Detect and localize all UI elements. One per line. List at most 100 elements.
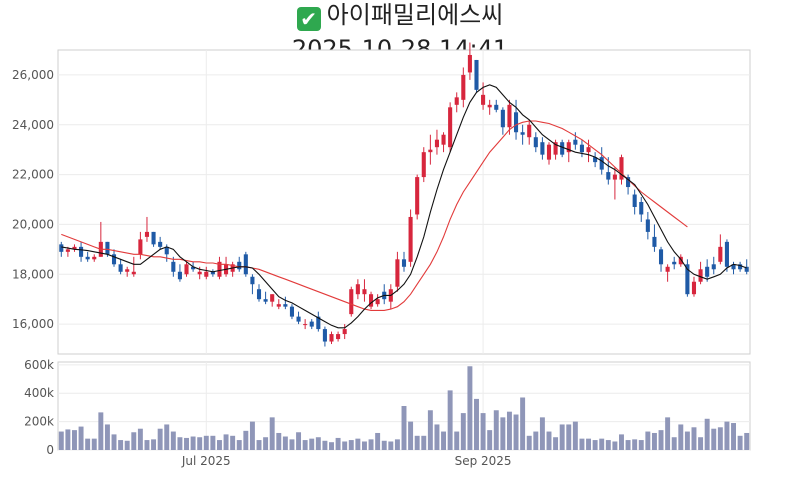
candle-body bbox=[322, 329, 327, 342]
candle-body bbox=[408, 216, 413, 262]
check-icon: ✔ bbox=[296, 7, 321, 31]
volume-bar bbox=[513, 414, 519, 450]
volume-bar bbox=[296, 432, 302, 450]
price-y-tick-label: 20,000 bbox=[12, 217, 54, 231]
candle-body bbox=[599, 157, 604, 170]
volume-bar bbox=[315, 437, 321, 450]
moving-average-short-line bbox=[61, 84, 747, 329]
candle-body bbox=[184, 264, 189, 275]
candle-body bbox=[263, 299, 268, 302]
volume-bar bbox=[329, 442, 334, 450]
candle-body bbox=[573, 139, 578, 145]
volume-bar bbox=[638, 440, 644, 450]
candle-body bbox=[626, 177, 631, 188]
volume-bar bbox=[368, 439, 374, 450]
volume-bar bbox=[533, 431, 539, 450]
volume-bar bbox=[553, 437, 559, 450]
volume-y-tick-label: 200k bbox=[24, 415, 54, 429]
volume-panel: 0 200k 400k 600k Jul 2025 Sep 2025 bbox=[24, 358, 751, 468]
volume-bar bbox=[249, 421, 255, 450]
candle-body bbox=[59, 244, 64, 252]
candle-body bbox=[718, 246, 723, 262]
candle-body bbox=[250, 276, 255, 285]
volume-bar bbox=[137, 428, 143, 450]
candle-body bbox=[270, 294, 275, 302]
company-name: 아이패밀리에스씨 bbox=[326, 1, 504, 29]
volume-bar bbox=[698, 437, 704, 450]
candle-body bbox=[632, 194, 637, 207]
candle-body bbox=[533, 137, 538, 148]
volume-bar bbox=[434, 424, 440, 450]
volume-bar bbox=[164, 424, 170, 450]
candle-body bbox=[316, 316, 321, 330]
candle-body bbox=[303, 324, 308, 326]
volume-bar bbox=[348, 440, 354, 450]
volume-bar bbox=[184, 437, 189, 450]
volume-bar bbox=[717, 427, 723, 450]
volume-bar bbox=[263, 437, 269, 450]
candle-body bbox=[434, 139, 439, 148]
candle-body bbox=[586, 147, 591, 153]
candle-body bbox=[540, 142, 545, 155]
volume-bar bbox=[612, 441, 618, 450]
candle-body bbox=[546, 144, 552, 160]
x-tick-label: Jul 2025 bbox=[181, 454, 231, 468]
volume-bar bbox=[91, 438, 97, 450]
candle-body bbox=[342, 329, 347, 335]
volume-bar bbox=[658, 430, 664, 450]
volume-bar bbox=[269, 417, 275, 450]
candle-body bbox=[705, 266, 710, 277]
candle-body bbox=[448, 107, 453, 148]
price-y-tick-label: 22,000 bbox=[12, 168, 54, 182]
candle-body bbox=[118, 264, 123, 272]
volume-bar bbox=[302, 440, 308, 450]
volume-bar bbox=[487, 430, 493, 450]
candle-body bbox=[237, 261, 242, 270]
volume-bar bbox=[401, 406, 407, 450]
candle-body bbox=[612, 174, 617, 180]
volume-bar bbox=[414, 435, 420, 450]
volume-bar bbox=[85, 438, 91, 450]
volume-bar bbox=[520, 397, 526, 450]
candle-body bbox=[375, 299, 380, 305]
candle-body bbox=[191, 266, 196, 270]
candle-body bbox=[507, 104, 512, 128]
candle-body bbox=[355, 284, 360, 295]
volume-bar bbox=[361, 441, 367, 450]
candle-body bbox=[672, 261, 677, 265]
volume-bar bbox=[282, 436, 288, 450]
volume-bar bbox=[111, 434, 117, 450]
candle-body bbox=[415, 177, 420, 215]
volume-bar bbox=[441, 431, 447, 450]
candle-body bbox=[289, 306, 295, 317]
volume-bar bbox=[243, 430, 249, 450]
candle-body bbox=[461, 74, 466, 100]
volume-bar bbox=[579, 438, 585, 450]
volume-bar bbox=[711, 428, 717, 450]
candle-body bbox=[65, 249, 70, 252]
volume-bar bbox=[619, 434, 624, 450]
volume-bar bbox=[151, 439, 157, 450]
volume-bar bbox=[572, 421, 578, 450]
volume-bar bbox=[586, 438, 592, 450]
volume-bar bbox=[342, 441, 348, 450]
candle-body bbox=[467, 54, 472, 73]
candle-body bbox=[639, 202, 644, 215]
volume-bar bbox=[355, 438, 361, 450]
candle-body bbox=[481, 94, 486, 105]
volume-bar bbox=[447, 390, 453, 450]
volume-bar bbox=[592, 440, 598, 450]
candle-body bbox=[428, 149, 433, 153]
candle-body bbox=[738, 264, 743, 270]
candle-body bbox=[125, 269, 130, 272]
candle-body bbox=[691, 281, 697, 295]
candle-body bbox=[441, 134, 446, 145]
volume-bar bbox=[506, 411, 512, 450]
volume-bar bbox=[704, 418, 710, 450]
volume-bar bbox=[98, 412, 104, 450]
candle-body bbox=[474, 59, 479, 90]
candle-body bbox=[92, 256, 97, 260]
candle-body bbox=[210, 271, 215, 275]
candle-body bbox=[276, 304, 281, 307]
